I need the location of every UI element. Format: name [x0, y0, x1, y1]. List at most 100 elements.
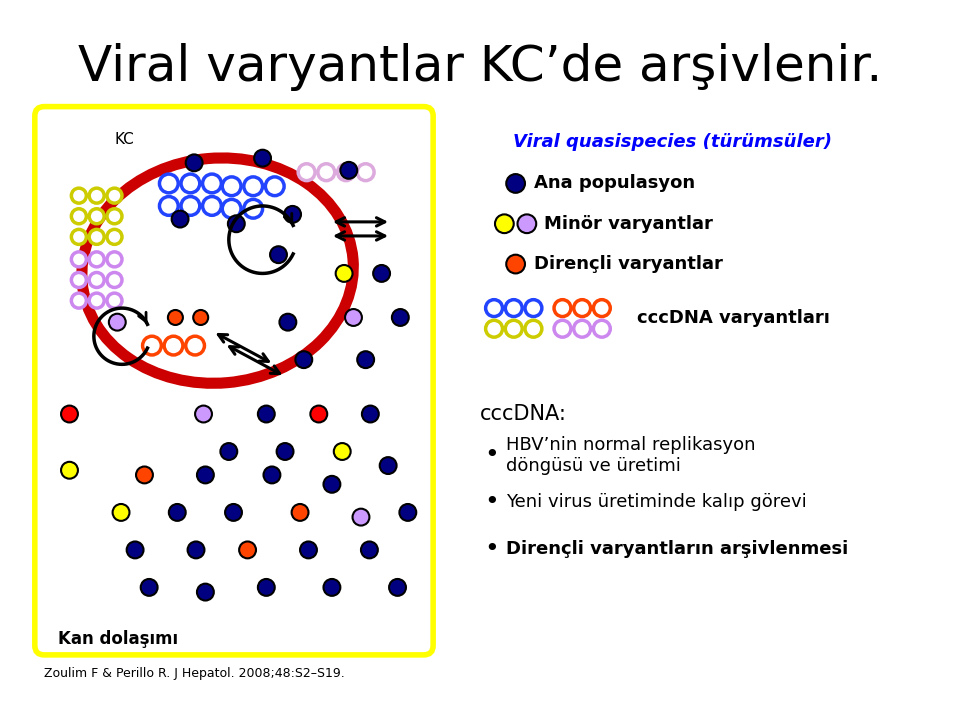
Circle shape [193, 310, 208, 325]
Circle shape [71, 293, 86, 308]
Text: Dirençli varyantların arşivlenmesi: Dirençli varyantların arşivlenmesi [506, 540, 849, 558]
Circle shape [197, 584, 214, 601]
Circle shape [505, 320, 522, 337]
Circle shape [338, 164, 354, 181]
Circle shape [185, 155, 203, 172]
Circle shape [71, 252, 86, 267]
Text: Viral quasispecies (türümsüler): Viral quasispecies (türümsüler) [513, 133, 831, 151]
Circle shape [181, 196, 200, 216]
Circle shape [574, 320, 590, 337]
Circle shape [71, 272, 86, 287]
Circle shape [352, 508, 370, 525]
Circle shape [593, 320, 611, 337]
Circle shape [299, 164, 315, 181]
Circle shape [244, 199, 263, 218]
Circle shape [263, 467, 280, 484]
Circle shape [357, 164, 374, 181]
Circle shape [107, 252, 122, 267]
Circle shape [362, 406, 379, 423]
Circle shape [89, 272, 105, 287]
Circle shape [392, 309, 409, 326]
Circle shape [143, 336, 161, 355]
Text: cccDNA varyantları: cccDNA varyantları [637, 309, 830, 328]
Circle shape [296, 351, 312, 368]
Circle shape [71, 188, 86, 203]
Circle shape [71, 208, 86, 224]
Circle shape [506, 174, 525, 193]
Circle shape [89, 188, 105, 203]
Circle shape [345, 309, 362, 326]
Circle shape [203, 174, 222, 193]
Circle shape [108, 313, 126, 330]
Circle shape [164, 336, 183, 355]
Text: Minör varyantlar: Minör varyantlar [543, 215, 712, 233]
Text: Ana populasyon: Ana populasyon [535, 174, 695, 192]
Circle shape [197, 467, 214, 484]
Circle shape [495, 214, 514, 233]
Circle shape [239, 542, 256, 559]
Circle shape [593, 300, 611, 316]
Circle shape [107, 208, 122, 224]
Circle shape [168, 310, 183, 325]
Circle shape [136, 467, 153, 484]
Circle shape [61, 462, 78, 479]
Circle shape [203, 196, 222, 216]
Circle shape [221, 443, 237, 460]
Circle shape [89, 230, 105, 245]
Circle shape [373, 265, 390, 282]
Circle shape [324, 476, 341, 493]
Circle shape [270, 246, 287, 263]
Text: •: • [485, 443, 499, 467]
Circle shape [107, 188, 122, 203]
Circle shape [300, 542, 317, 559]
Circle shape [310, 406, 327, 423]
Text: •: • [485, 537, 499, 561]
Circle shape [279, 313, 297, 330]
Circle shape [486, 300, 502, 316]
Circle shape [505, 300, 522, 316]
Circle shape [292, 504, 308, 521]
Circle shape [265, 177, 284, 196]
Text: Viral varyantlar KC’de arşivlenir.: Viral varyantlar KC’de arşivlenir. [78, 43, 882, 91]
Circle shape [254, 150, 271, 167]
Text: Yeni virus üretiminde kalıp görevi: Yeni virus üretiminde kalıp görevi [506, 493, 807, 511]
Circle shape [258, 406, 275, 423]
Circle shape [517, 214, 537, 233]
Circle shape [506, 255, 525, 274]
Circle shape [336, 265, 352, 282]
Circle shape [107, 293, 122, 308]
Text: HBV’nin normal replikasyon
döngüsü ve üretimi: HBV’nin normal replikasyon döngüsü ve ür… [506, 436, 756, 474]
Circle shape [187, 542, 204, 559]
Circle shape [89, 208, 105, 224]
Circle shape [228, 216, 245, 232]
Circle shape [361, 542, 378, 559]
Text: Zoulim F & Perillo R. J Hepatol. 2008;48:S2–S19.: Zoulim F & Perillo R. J Hepatol. 2008;48… [44, 667, 345, 680]
Circle shape [389, 579, 406, 596]
Circle shape [258, 579, 275, 596]
Circle shape [554, 320, 571, 337]
Circle shape [334, 443, 350, 460]
Circle shape [159, 196, 179, 216]
Circle shape [223, 199, 241, 218]
Circle shape [141, 579, 157, 596]
Circle shape [89, 252, 105, 267]
FancyBboxPatch shape [35, 106, 433, 655]
Circle shape [107, 272, 122, 287]
Circle shape [112, 504, 130, 521]
Text: cccDNA:: cccDNA: [480, 404, 566, 424]
Circle shape [61, 406, 78, 423]
Circle shape [554, 300, 571, 316]
Circle shape [181, 174, 200, 193]
Circle shape [71, 230, 86, 245]
Circle shape [574, 300, 590, 316]
Circle shape [357, 351, 374, 368]
Circle shape [486, 320, 502, 337]
Circle shape [525, 300, 541, 316]
Circle shape [185, 336, 204, 355]
Circle shape [159, 174, 179, 193]
Circle shape [195, 406, 212, 423]
Circle shape [127, 542, 144, 559]
Circle shape [225, 504, 242, 521]
Circle shape [341, 162, 357, 179]
Text: Kan dolaşımı: Kan dolaşımı [59, 630, 179, 648]
